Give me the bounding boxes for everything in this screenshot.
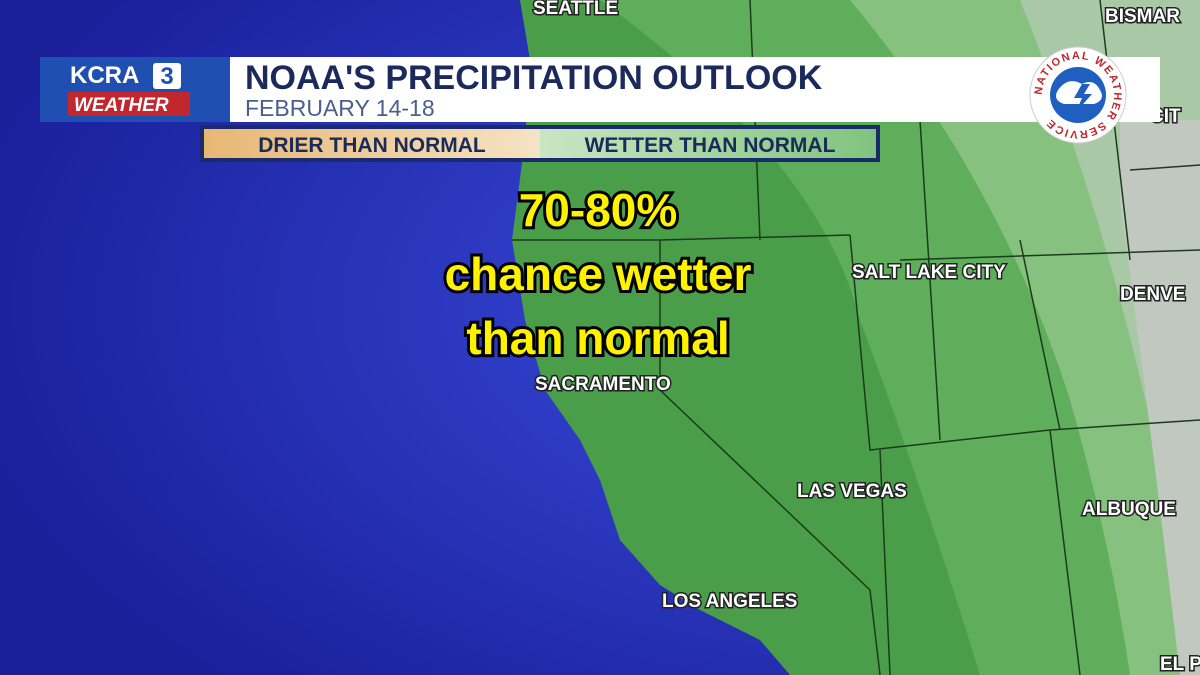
city-label: SEATTLE	[533, 0, 618, 19]
annotation-line: than normal	[466, 312, 729, 364]
city-label: SALT LAKE CITY	[852, 262, 1006, 283]
city-label: ALBUQUE	[1082, 499, 1176, 520]
logo-brand-bg	[68, 92, 190, 116]
legend-label: WETTER THAN NORMAL	[585, 134, 836, 157]
legend-label: DRIER THAN NORMAL	[258, 134, 486, 157]
header-title: NOAA'S PRECIPITATION OUTLOOK	[245, 59, 823, 97]
logo-brand: WEATHER	[74, 95, 169, 116]
city-label: EL P	[1160, 654, 1200, 675]
state-borders	[512, 0, 1200, 675]
legend-swatch	[540, 129, 876, 158]
header-date: FEBRUARY 14-18	[245, 95, 435, 121]
legend-swatch	[204, 129, 540, 158]
city-label: LOS ANGELES	[662, 591, 797, 612]
logo-station: KCRA	[70, 62, 139, 89]
city-label: LAS VEGAS	[797, 481, 907, 502]
annotation-line: 70-80%	[519, 184, 678, 236]
logo-badge	[153, 63, 181, 89]
outlook-zone	[1120, 120, 1200, 675]
seal-bolt	[1074, 84, 1092, 112]
annotation-line: chance wetter	[445, 248, 752, 300]
city-label: DENVE	[1120, 284, 1185, 305]
header-bar	[195, 57, 1160, 122]
city-label: SACRAMENTO	[535, 374, 671, 395]
logo-channel: 3	[160, 63, 173, 90]
city-label: BISMAR	[1105, 6, 1180, 27]
